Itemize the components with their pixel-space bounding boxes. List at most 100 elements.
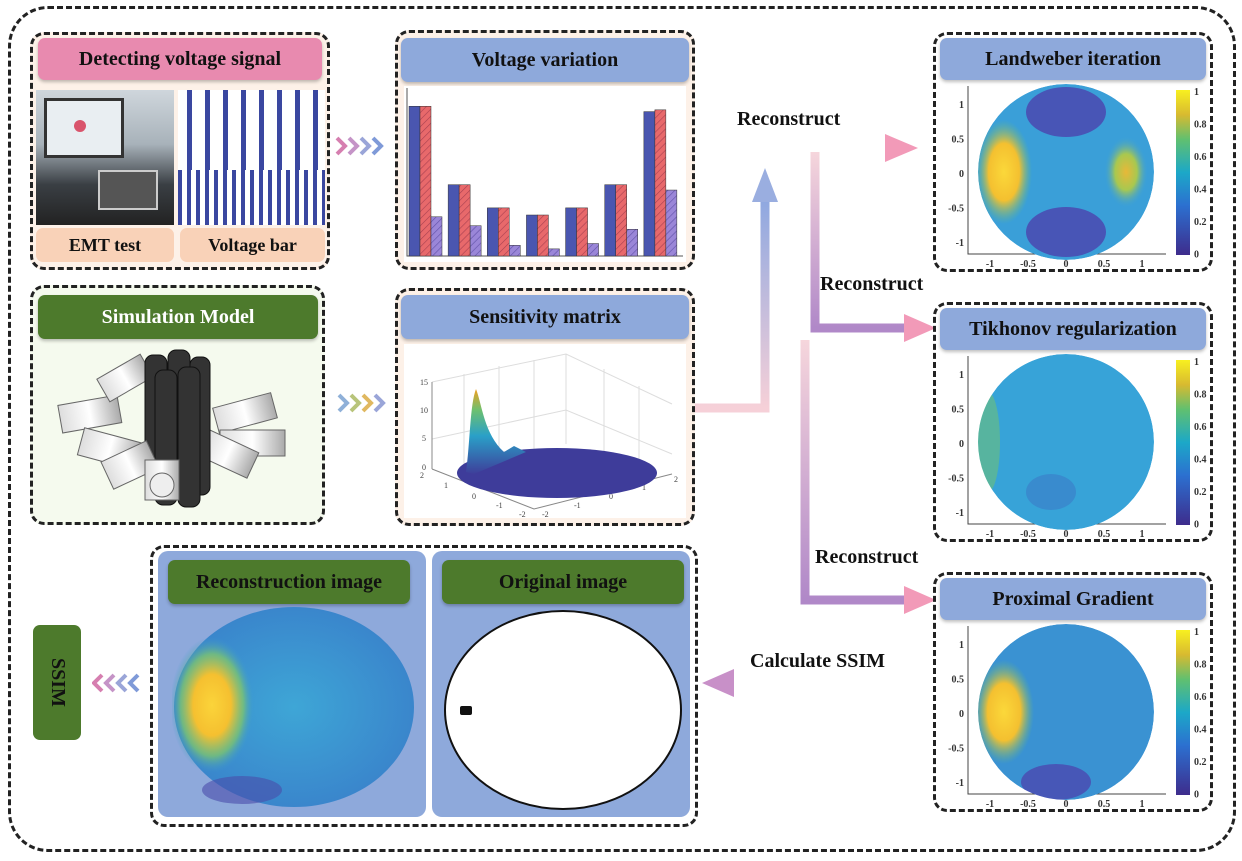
x-tick: 0	[1064, 529, 1069, 540]
x-tick: 1	[1140, 529, 1145, 540]
recon-image-title: Reconstruction image	[168, 560, 410, 604]
y-tick: 0.5	[952, 135, 965, 146]
x-tick: 2	[674, 475, 678, 484]
colorbar-tick: 1	[1194, 357, 1199, 368]
voltage-bar-chart	[404, 86, 686, 262]
ssim-label: SSIM	[46, 658, 69, 707]
z-tick: 5	[422, 434, 426, 443]
reconstruct-label-3: Reconstruct	[815, 546, 919, 568]
outer-frame	[8, 6, 1236, 852]
y-tick: -1	[956, 238, 964, 249]
bar	[665, 189, 678, 257]
z-tick: 0	[422, 463, 426, 472]
y-tick: 0	[959, 709, 964, 720]
bar	[430, 216, 443, 257]
colorbar-tick: 0.8	[1194, 390, 1207, 401]
y-tick: -1	[496, 501, 503, 510]
colorbar-tick: 0.4	[1194, 725, 1207, 736]
x-tick: 0.5	[1098, 259, 1111, 270]
bar	[447, 184, 460, 257]
y-tick: -1	[956, 778, 964, 789]
colorbar-tick: 0.6	[1194, 692, 1207, 703]
sensitivity-title: Sensitivity matrix	[401, 295, 689, 339]
x-tick: -0.5	[1020, 799, 1036, 810]
bar	[654, 109, 667, 257]
bar	[419, 106, 432, 257]
reconstruct-label-1: Reconstruct	[737, 108, 841, 130]
colorbar-tick: 0.2	[1194, 757, 1207, 768]
colorbar-tick: 0	[1194, 250, 1199, 261]
bar	[487, 207, 499, 257]
inclusion-marker	[460, 706, 472, 715]
y-tick: 0	[472, 492, 476, 501]
bar	[587, 243, 599, 257]
colorbar	[1176, 90, 1190, 255]
bar	[548, 248, 560, 257]
y-tick: -0.5	[948, 204, 964, 215]
colorbar-tick: 1	[1194, 627, 1199, 638]
y-tick: 1	[959, 370, 964, 381]
y-tick: 0	[959, 439, 964, 450]
bar	[576, 207, 588, 257]
x-tick: 0	[609, 492, 613, 501]
y-tick: -2	[519, 510, 526, 518]
x-tick: -0.5	[1020, 529, 1036, 540]
reconstruction-image	[172, 607, 414, 807]
y-tick: -0.5	[948, 744, 964, 755]
bar	[526, 214, 538, 257]
bar	[537, 214, 549, 257]
colorbar-tick: 0.2	[1194, 487, 1207, 498]
x-tick: -1	[986, 259, 994, 270]
x-tick: 0.5	[1098, 529, 1111, 540]
colorbar-tick: 0	[1194, 520, 1199, 531]
y-tick: 0.5	[952, 405, 965, 416]
x-tick: 1	[642, 483, 646, 492]
bar	[615, 184, 627, 257]
method-title: Proximal Gradient	[940, 578, 1206, 620]
bar	[498, 207, 510, 257]
y-tick: -1	[956, 508, 964, 519]
ssim-arrow	[702, 669, 930, 697]
original-image	[444, 610, 682, 810]
bar	[565, 207, 577, 257]
original-image-title: Original image	[442, 560, 684, 604]
voltage-title: Voltage variation	[401, 38, 689, 82]
detect-title: Detecting voltage signal	[38, 38, 322, 80]
colorbar-tick: 0.8	[1194, 120, 1207, 131]
x-tick: -0.5	[1020, 259, 1036, 270]
z-tick: 10	[420, 406, 428, 415]
x-tick: 1	[1140, 259, 1145, 270]
sensitivity-3d-plot: 15 10 5 0 2 1 0 -1 -2 -2 -1 0 1 2	[404, 344, 686, 518]
bar	[469, 225, 482, 257]
x-tick: -1	[574, 501, 581, 510]
method-heatmap: 1 0.5 0 -0.5 -1 -1 -0.5 0 0.5 1 1 0.8 0.6 0.4 0.2 0	[948, 84, 1207, 270]
colorbar-tick: 0.6	[1194, 422, 1207, 433]
simulation-title: Simulation Model	[38, 295, 318, 339]
voltage-bar-label: Voltage bar	[180, 228, 325, 262]
method-heatmap: 1 0.5 0 -0.5 -1 -1 -0.5 0 0.5 1 1 0.8 0.6 0.4 0.2 0	[948, 354, 1207, 540]
y-tick: 0.5	[952, 675, 965, 686]
y-tick: 1	[444, 481, 448, 490]
colorbar-tick: 1	[1194, 87, 1199, 98]
x-tick: -2	[542, 510, 549, 518]
colorbar-tick: 0.6	[1194, 152, 1207, 163]
calculate-ssim-label: Calculate SSIM	[750, 650, 885, 672]
colorbar-tick: 0.2	[1194, 217, 1207, 228]
bar	[643, 111, 656, 257]
colorbar	[1176, 630, 1190, 795]
reconstruct-label-2: Reconstruct	[820, 273, 924, 295]
emt-test-photo	[36, 90, 174, 225]
chevrons-left-icon	[92, 673, 140, 693]
z-tick: 15	[420, 378, 428, 387]
x-tick: 0	[1064, 259, 1069, 270]
y-tick: 1	[959, 640, 964, 651]
chevrons-right-icon	[335, 136, 384, 156]
y-tick: 1	[959, 100, 964, 111]
bar	[509, 245, 521, 257]
method-title: Landweber iteration	[940, 38, 1206, 80]
y-tick: 2	[420, 471, 424, 480]
colorbar	[1176, 360, 1190, 525]
x-tick: 0.5	[1098, 799, 1111, 810]
bar	[408, 106, 421, 257]
y-tick: -0.5	[948, 474, 964, 485]
